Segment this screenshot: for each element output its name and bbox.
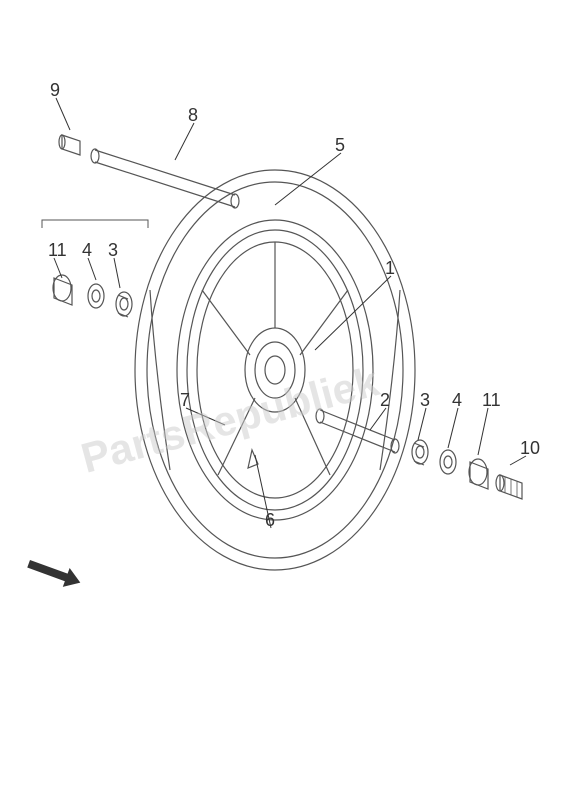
callout-9: 9 bbox=[50, 80, 60, 101]
callout-4: 4 bbox=[82, 240, 92, 261]
callout-8: 8 bbox=[188, 105, 198, 126]
callout-11: 11 bbox=[48, 240, 67, 261]
callout-10: 10 bbox=[520, 438, 540, 459]
callout-6: 6 bbox=[265, 510, 275, 531]
callout-11: 11 bbox=[482, 390, 501, 411]
callout-4: 4 bbox=[452, 390, 462, 411]
callout-7: 7 bbox=[180, 390, 190, 411]
callout-5: 5 bbox=[335, 135, 345, 156]
callout-1: 1 bbox=[385, 258, 395, 279]
callout-3: 3 bbox=[420, 390, 430, 411]
parts-diagram: PartsRepubliek 12334456789101111 bbox=[0, 0, 582, 800]
direction-arrow bbox=[25, 554, 84, 592]
callout-2: 2 bbox=[380, 390, 390, 411]
callout-3: 3 bbox=[108, 240, 118, 261]
